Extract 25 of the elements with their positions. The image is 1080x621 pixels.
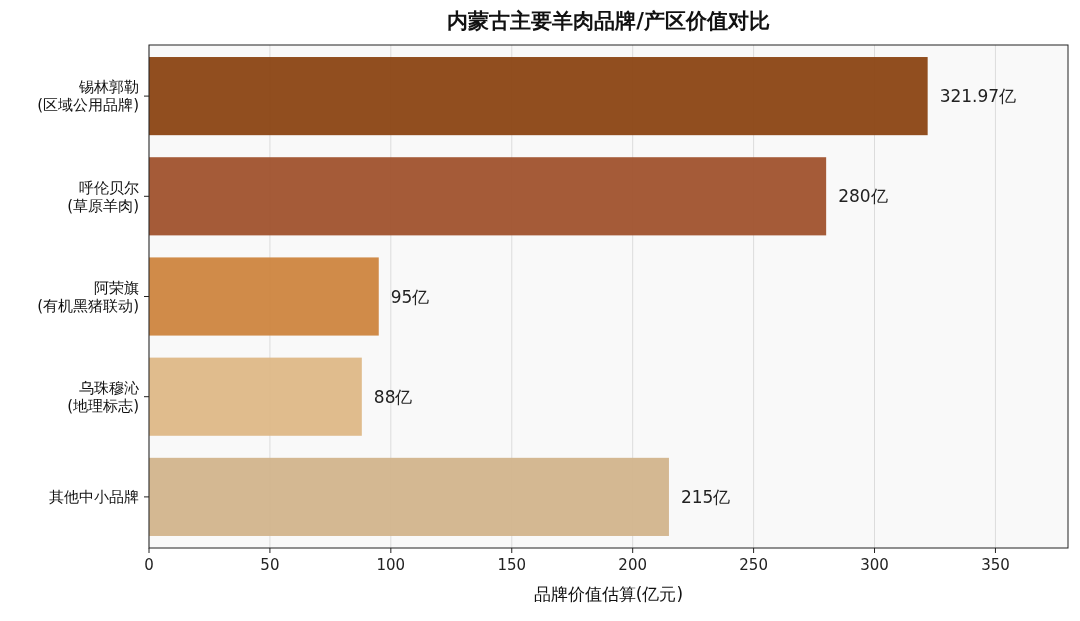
x-axis-title: 品牌价值估算(亿元)	[533, 584, 684, 604]
x-tick-label: 250	[739, 556, 768, 574]
data-label: 280亿	[838, 186, 888, 207]
bar	[149, 457, 669, 536]
y-tick-label: 其他中小品牌	[49, 488, 139, 507]
y-tick-label: 锡林郭勒 (区域公用品牌)	[37, 78, 139, 115]
chart-title: 内蒙古主要羊肉品牌/产区价值对比	[447, 9, 770, 33]
bar	[149, 357, 362, 436]
x-tick-label: 0	[144, 556, 154, 574]
x-tick-label: 300	[860, 556, 889, 574]
data-label: 321.97亿	[939, 86, 1017, 107]
x-tick-label: 350	[981, 556, 1010, 574]
data-label: 95亿	[390, 286, 430, 307]
bar	[149, 157, 827, 236]
bar	[149, 257, 379, 336]
data-label: 215亿	[680, 486, 731, 507]
y-tick-label: 乌珠穆沁 (地理标志)	[67, 378, 139, 415]
y-tick-label: 阿荣旗 (有机黑猪联动)	[37, 278, 139, 315]
x-tick-label: 150	[497, 556, 527, 574]
x-tick-label: 50	[260, 556, 280, 574]
x-tick-label: 100	[376, 556, 406, 574]
y-tick-label: 呼伦贝尔 (草原羊肉)	[67, 178, 139, 215]
data-label: 88亿	[373, 386, 413, 407]
x-tick-label: 200	[618, 556, 647, 574]
bar	[149, 57, 928, 136]
